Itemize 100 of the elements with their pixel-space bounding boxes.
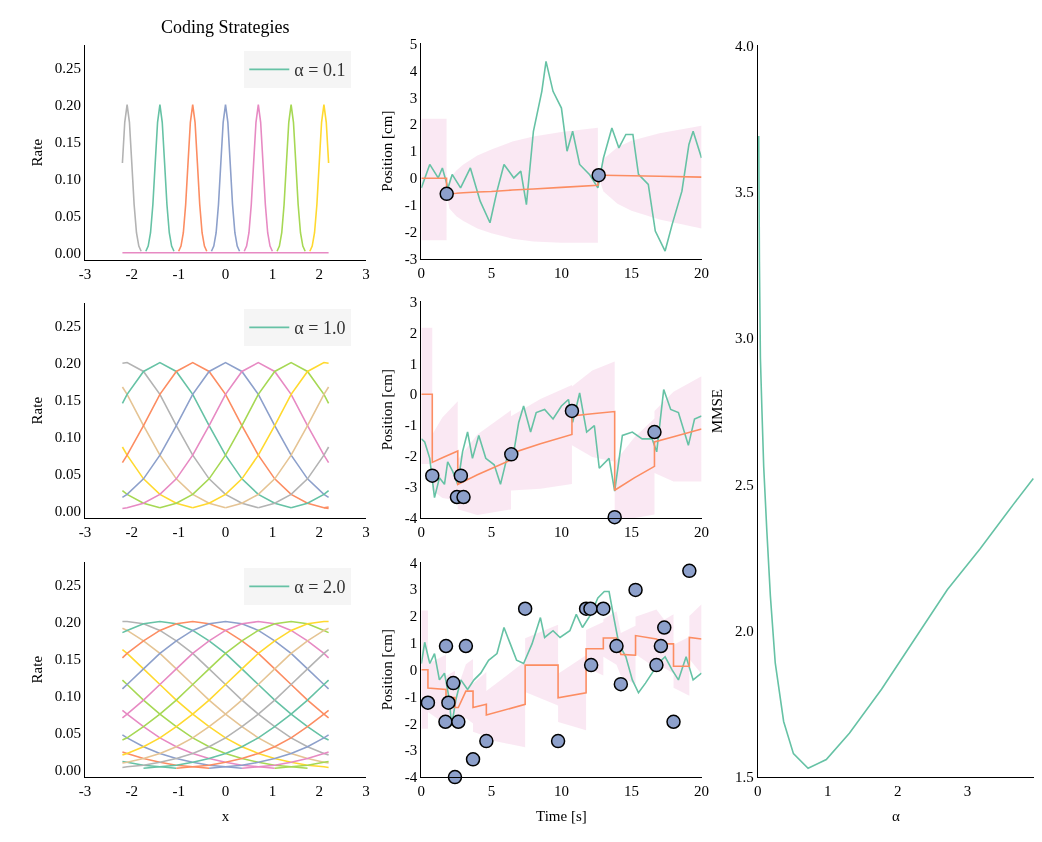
- x-tick-label: -1: [172, 783, 185, 800]
- y-tick-label: 1: [409, 355, 418, 372]
- y-tick-label: -2: [404, 448, 418, 465]
- y-tick-label: 0.20: [54, 354, 81, 371]
- x-tick-label: -2: [125, 524, 139, 541]
- y-tick-label: 0.05: [54, 465, 81, 482]
- y-tick-label: -3: [404, 251, 418, 268]
- y-tick-label: 0.20: [54, 96, 81, 113]
- y-tick-label: 2.0: [735, 622, 754, 639]
- x-tick-label: 0: [221, 266, 230, 283]
- y-tick-label: 5: [409, 35, 418, 52]
- x-tick-label: 20: [694, 524, 710, 541]
- x-tick-label: 3: [963, 783, 972, 800]
- x-tick-label: 2: [893, 783, 902, 800]
- y-tick-label: 0.15: [54, 133, 81, 150]
- y-tick-label: 3.0: [735, 330, 754, 347]
- y-axis-title: Rate: [28, 655, 45, 684]
- x-tick-label: 15: [623, 524, 639, 541]
- y-tick-label: 0.05: [54, 207, 81, 224]
- y-tick-label: -3: [404, 479, 418, 496]
- x-tick-label: 15: [623, 265, 639, 282]
- x-tick-label: 1: [268, 524, 277, 541]
- y-tick-label: 3: [409, 293, 418, 310]
- y-tick-label: 0.25: [54, 59, 81, 76]
- y-tick-label: 3: [409, 581, 418, 598]
- y-tick-label: 0.05: [54, 724, 81, 741]
- x-axis-title: α: [891, 808, 900, 825]
- x-tick-label: 1: [268, 783, 277, 800]
- x-tick-label: 3: [362, 783, 370, 800]
- y-tick-label: 0.15: [54, 391, 81, 408]
- y-tick-label: -4: [404, 769, 418, 786]
- x-tick-label: 3: [362, 524, 370, 541]
- y-axis-title: Position [cm]: [379, 629, 396, 711]
- legend-label: α = 1.0: [294, 318, 346, 339]
- y-tick-label: 4: [409, 62, 418, 79]
- x-tick-label: 2: [315, 266, 323, 283]
- y-tick-label: -2: [404, 715, 418, 732]
- y-tick-label: -3: [404, 742, 418, 759]
- y-tick-label: 0.10: [54, 687, 81, 704]
- x-tick-label: -2: [125, 783, 139, 800]
- legend-label: α = 0.1: [294, 60, 346, 81]
- x-tick-label: 20: [694, 265, 710, 282]
- y-tick-label: -2: [404, 224, 418, 241]
- y-tick-label: 0.25: [54, 317, 81, 334]
- y-axis-title: Position [cm]: [379, 369, 396, 451]
- y-axis-title: Rate: [28, 138, 45, 167]
- x-tick-label: 2: [315, 524, 323, 541]
- y-axis-title: Position [cm]: [379, 110, 396, 192]
- y-tick-label: 1.5: [735, 769, 754, 786]
- y-tick-label: -1: [404, 688, 418, 705]
- x-tick-label: 5: [487, 524, 496, 541]
- x-tick-label: 10: [553, 265, 569, 282]
- x-tick-label: 1: [823, 783, 832, 800]
- y-tick-label: 4: [409, 554, 418, 571]
- x-tick-label: -1: [172, 266, 185, 283]
- chart-title: Coding Strategies: [161, 17, 290, 37]
- y-tick-label: 4.0: [735, 37, 754, 54]
- x-tick-label: -2: [125, 266, 139, 283]
- x-tick-label: 3: [362, 266, 370, 283]
- x-tick-label: 20: [694, 783, 710, 800]
- y-tick-label: 0: [409, 386, 418, 403]
- x-tick-label: 0: [221, 524, 230, 541]
- x-axis-title: x: [221, 808, 230, 825]
- x-tick-label: 1: [268, 266, 277, 283]
- y-tick-label: 2.5: [735, 476, 754, 493]
- y-tick-label: 1: [409, 143, 418, 160]
- x-axis-title: Time [s]: [536, 808, 587, 825]
- y-tick-label: 2: [409, 116, 418, 133]
- legend-label: α = 2.0: [294, 577, 346, 598]
- x-tick-label: 2: [315, 783, 323, 800]
- y-tick-label: 2: [409, 324, 418, 341]
- y-tick-label: 0.20: [54, 613, 81, 630]
- x-tick-label: 15: [623, 783, 639, 800]
- y-tick-label: 0.10: [54, 428, 81, 445]
- y-tick-label: 0.00: [54, 244, 81, 261]
- x-tick-label: -3: [78, 266, 92, 283]
- x-tick-label: -3: [78, 783, 92, 800]
- y-tick-label: 2: [409, 608, 418, 625]
- x-tick-label: 10: [553, 524, 569, 541]
- y-tick-label: 0.15: [54, 650, 81, 667]
- x-tick-label: 10: [553, 783, 569, 800]
- y-tick-label: -4: [404, 510, 418, 527]
- x-tick-label: 0: [221, 783, 230, 800]
- y-tick-label: -1: [404, 197, 418, 214]
- y-tick-label: 0: [409, 661, 418, 678]
- y-tick-label: -1: [404, 417, 418, 434]
- y-tick-label: 3.5: [735, 183, 754, 200]
- y-tick-label: 0.00: [54, 502, 81, 519]
- y-tick-label: 0.00: [54, 761, 81, 778]
- x-tick-label: 5: [487, 265, 496, 282]
- x-tick-label: 5: [487, 783, 496, 800]
- y-tick-label: 0.10: [54, 170, 81, 187]
- x-tick-label: -3: [78, 524, 92, 541]
- y-axis-title: MMSE: [709, 389, 726, 434]
- y-tick-label: 3: [409, 89, 418, 106]
- y-tick-label: 1: [409, 635, 418, 652]
- y-axis-title: Rate: [28, 396, 45, 425]
- y-tick-label: 0: [409, 170, 418, 187]
- y-tick-label: 0.25: [54, 576, 81, 593]
- x-tick-label: -1: [172, 524, 185, 541]
